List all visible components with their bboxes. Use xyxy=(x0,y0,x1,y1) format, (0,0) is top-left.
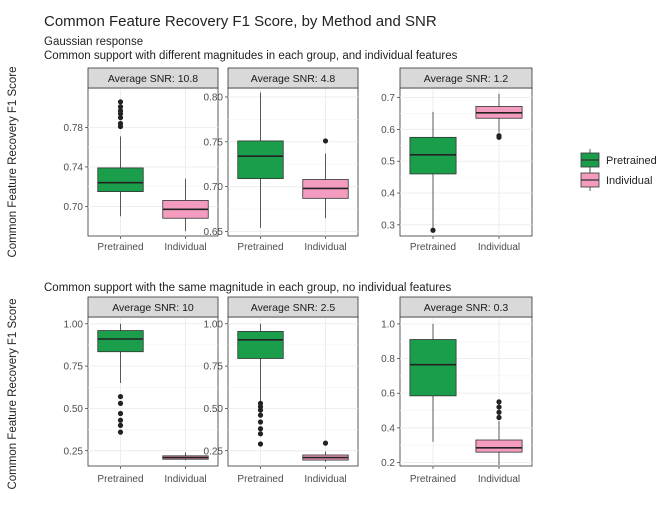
y-tick-label: 0.25 xyxy=(204,446,224,457)
y-tick-label: 0.6 xyxy=(381,389,395,400)
box-pretrained xyxy=(237,140,284,179)
x-tick-label: Individual xyxy=(304,242,346,253)
box-pretrained xyxy=(409,339,457,397)
panel-2-title: Average SNR: 4.8 xyxy=(251,73,336,85)
y-tick-label: 0.80 xyxy=(204,92,224,103)
panel-6: 0.2 0.4 0.6 0.8 1.0 Pretrained Individual Avera… xyxy=(381,296,533,485)
outlier-point xyxy=(496,409,502,415)
outlier-point xyxy=(117,393,124,400)
y-axis-label-top: Common Feature Recovery F1 Score xyxy=(7,66,19,257)
outlier-point xyxy=(257,426,264,432)
panel-6-strip xyxy=(399,296,533,318)
outlier-point xyxy=(496,133,502,139)
x-tick-label: Individual xyxy=(304,474,346,485)
figure-subtitle-line-1: Gaussian response xyxy=(44,36,143,48)
box-pretrained xyxy=(97,167,144,192)
outlier-point xyxy=(496,399,502,405)
box-pretrained xyxy=(237,330,284,359)
facet-panels: 0.70 0.74 0.78 Pretrained Individual Average … xyxy=(64,67,533,485)
outlier-point xyxy=(322,440,329,446)
y-tick-label: 0.6 xyxy=(381,125,395,136)
x-tick-label: Pretrained xyxy=(410,474,456,485)
y-axis-label-bottom: Common Feature Recovery F1 Score xyxy=(7,298,19,489)
y-tick-label: 0.7 xyxy=(381,93,395,104)
y-tick-label: 0.4 xyxy=(381,189,395,200)
panel-1: 0.70 0.74 0.78 Pretrained Individual Average … xyxy=(64,67,219,253)
outlier-point xyxy=(117,99,124,105)
panel-3-title: Average SNR: 1.2 xyxy=(424,73,509,85)
outlier-point xyxy=(117,400,124,406)
outlier-point xyxy=(496,404,502,410)
x-tick-label: Pretrained xyxy=(97,474,143,485)
x-tick-label: Pretrained xyxy=(237,474,283,485)
y-tick-label: 0.75 xyxy=(204,137,224,148)
panel-2: 0.65 0.70 0.75 0.80 Pretrained Individual Aver… xyxy=(204,67,359,253)
panel-4-strip xyxy=(87,296,219,318)
panel-1-strip xyxy=(87,67,219,89)
x-tick-label: Pretrained xyxy=(410,242,456,253)
outlier-point xyxy=(257,400,264,406)
outlier-point xyxy=(117,429,124,435)
outlier-point xyxy=(257,412,264,418)
y-tick-label: 1.0 xyxy=(381,319,395,330)
outlier-point xyxy=(117,417,124,423)
x-tick-label: Individual xyxy=(478,242,520,253)
y-tick-label: 0.2 xyxy=(381,458,395,469)
y-tick-label: 0.74 xyxy=(64,162,84,173)
box-pretrained xyxy=(97,330,144,353)
x-tick-label: Individual xyxy=(478,474,520,485)
figure-title: Common Feature Recovery F1 Score, by Met… xyxy=(44,13,437,30)
outlier-point xyxy=(430,227,436,233)
outlier-point xyxy=(117,410,124,417)
y-tick-label: 0.50 xyxy=(64,404,84,415)
y-tick-label: 1.00 xyxy=(64,319,84,330)
y-tick-label: 0.65 xyxy=(204,227,224,238)
outlier-point xyxy=(257,431,264,437)
outlier-point xyxy=(117,104,124,110)
outlier-point xyxy=(322,138,329,144)
legend-label-individual: Individual xyxy=(606,175,652,187)
y-tick-label: 0.25 xyxy=(64,446,84,457)
y-tick-label: 0.5 xyxy=(381,157,395,168)
y-tick-label: 0.4 xyxy=(381,423,395,434)
outlier-point xyxy=(496,414,502,421)
panel-4: 0.25 0.50 0.75 1.00 Pretrained Individual Aver… xyxy=(64,296,219,485)
panel-5-title: Average SNR: 2.5 xyxy=(251,302,336,314)
section-2-title: Common support with the same magnitude i… xyxy=(44,282,451,294)
x-tick-label: Individual xyxy=(164,474,206,485)
x-tick-label: Pretrained xyxy=(237,242,283,253)
box-individual xyxy=(475,439,523,453)
panel-5-strip xyxy=(227,296,359,318)
legend: Pretrained Individual xyxy=(580,149,657,191)
y-tick-label: 0.50 xyxy=(204,404,224,415)
y-tick-label: 0.75 xyxy=(64,362,84,373)
y-tick-label: 0.70 xyxy=(64,202,84,213)
panel-3: 0.3 0.4 0.5 0.6 0.7 Pretrained Individual Avera… xyxy=(381,67,533,253)
figure-subtitle-line-2: Common support with different magnitudes… xyxy=(44,50,458,62)
outlier-point xyxy=(117,108,124,114)
panel-4-title: Average SNR: 10 xyxy=(112,302,194,314)
y-tick-label: 0.78 xyxy=(64,123,84,134)
panel-6-title: Average SNR: 0.3 xyxy=(424,302,509,314)
panel-3-strip xyxy=(399,67,533,89)
outlier-point xyxy=(117,120,124,127)
outlier-point xyxy=(257,419,264,425)
y-tick-label: 1.00 xyxy=(204,319,224,330)
outlier-point xyxy=(117,422,124,428)
outlier-point xyxy=(117,115,124,121)
legend-label-pretrained: Pretrained xyxy=(606,155,657,167)
panel-2-strip xyxy=(227,67,359,89)
y-tick-label: 0.70 xyxy=(204,182,224,193)
y-tick-label: 0.75 xyxy=(204,362,224,373)
y-tick-label: 0.3 xyxy=(381,220,395,231)
panel-1-title: Average SNR: 10.8 xyxy=(108,73,198,85)
outlier-point xyxy=(257,441,264,447)
x-tick-label: Individual xyxy=(164,242,206,253)
panel-5: 0.25 0.50 0.75 1.00 Pretrained Individual Aver… xyxy=(204,296,359,485)
y-tick-label: 0.8 xyxy=(381,354,395,365)
x-tick-label: Pretrained xyxy=(97,242,143,253)
